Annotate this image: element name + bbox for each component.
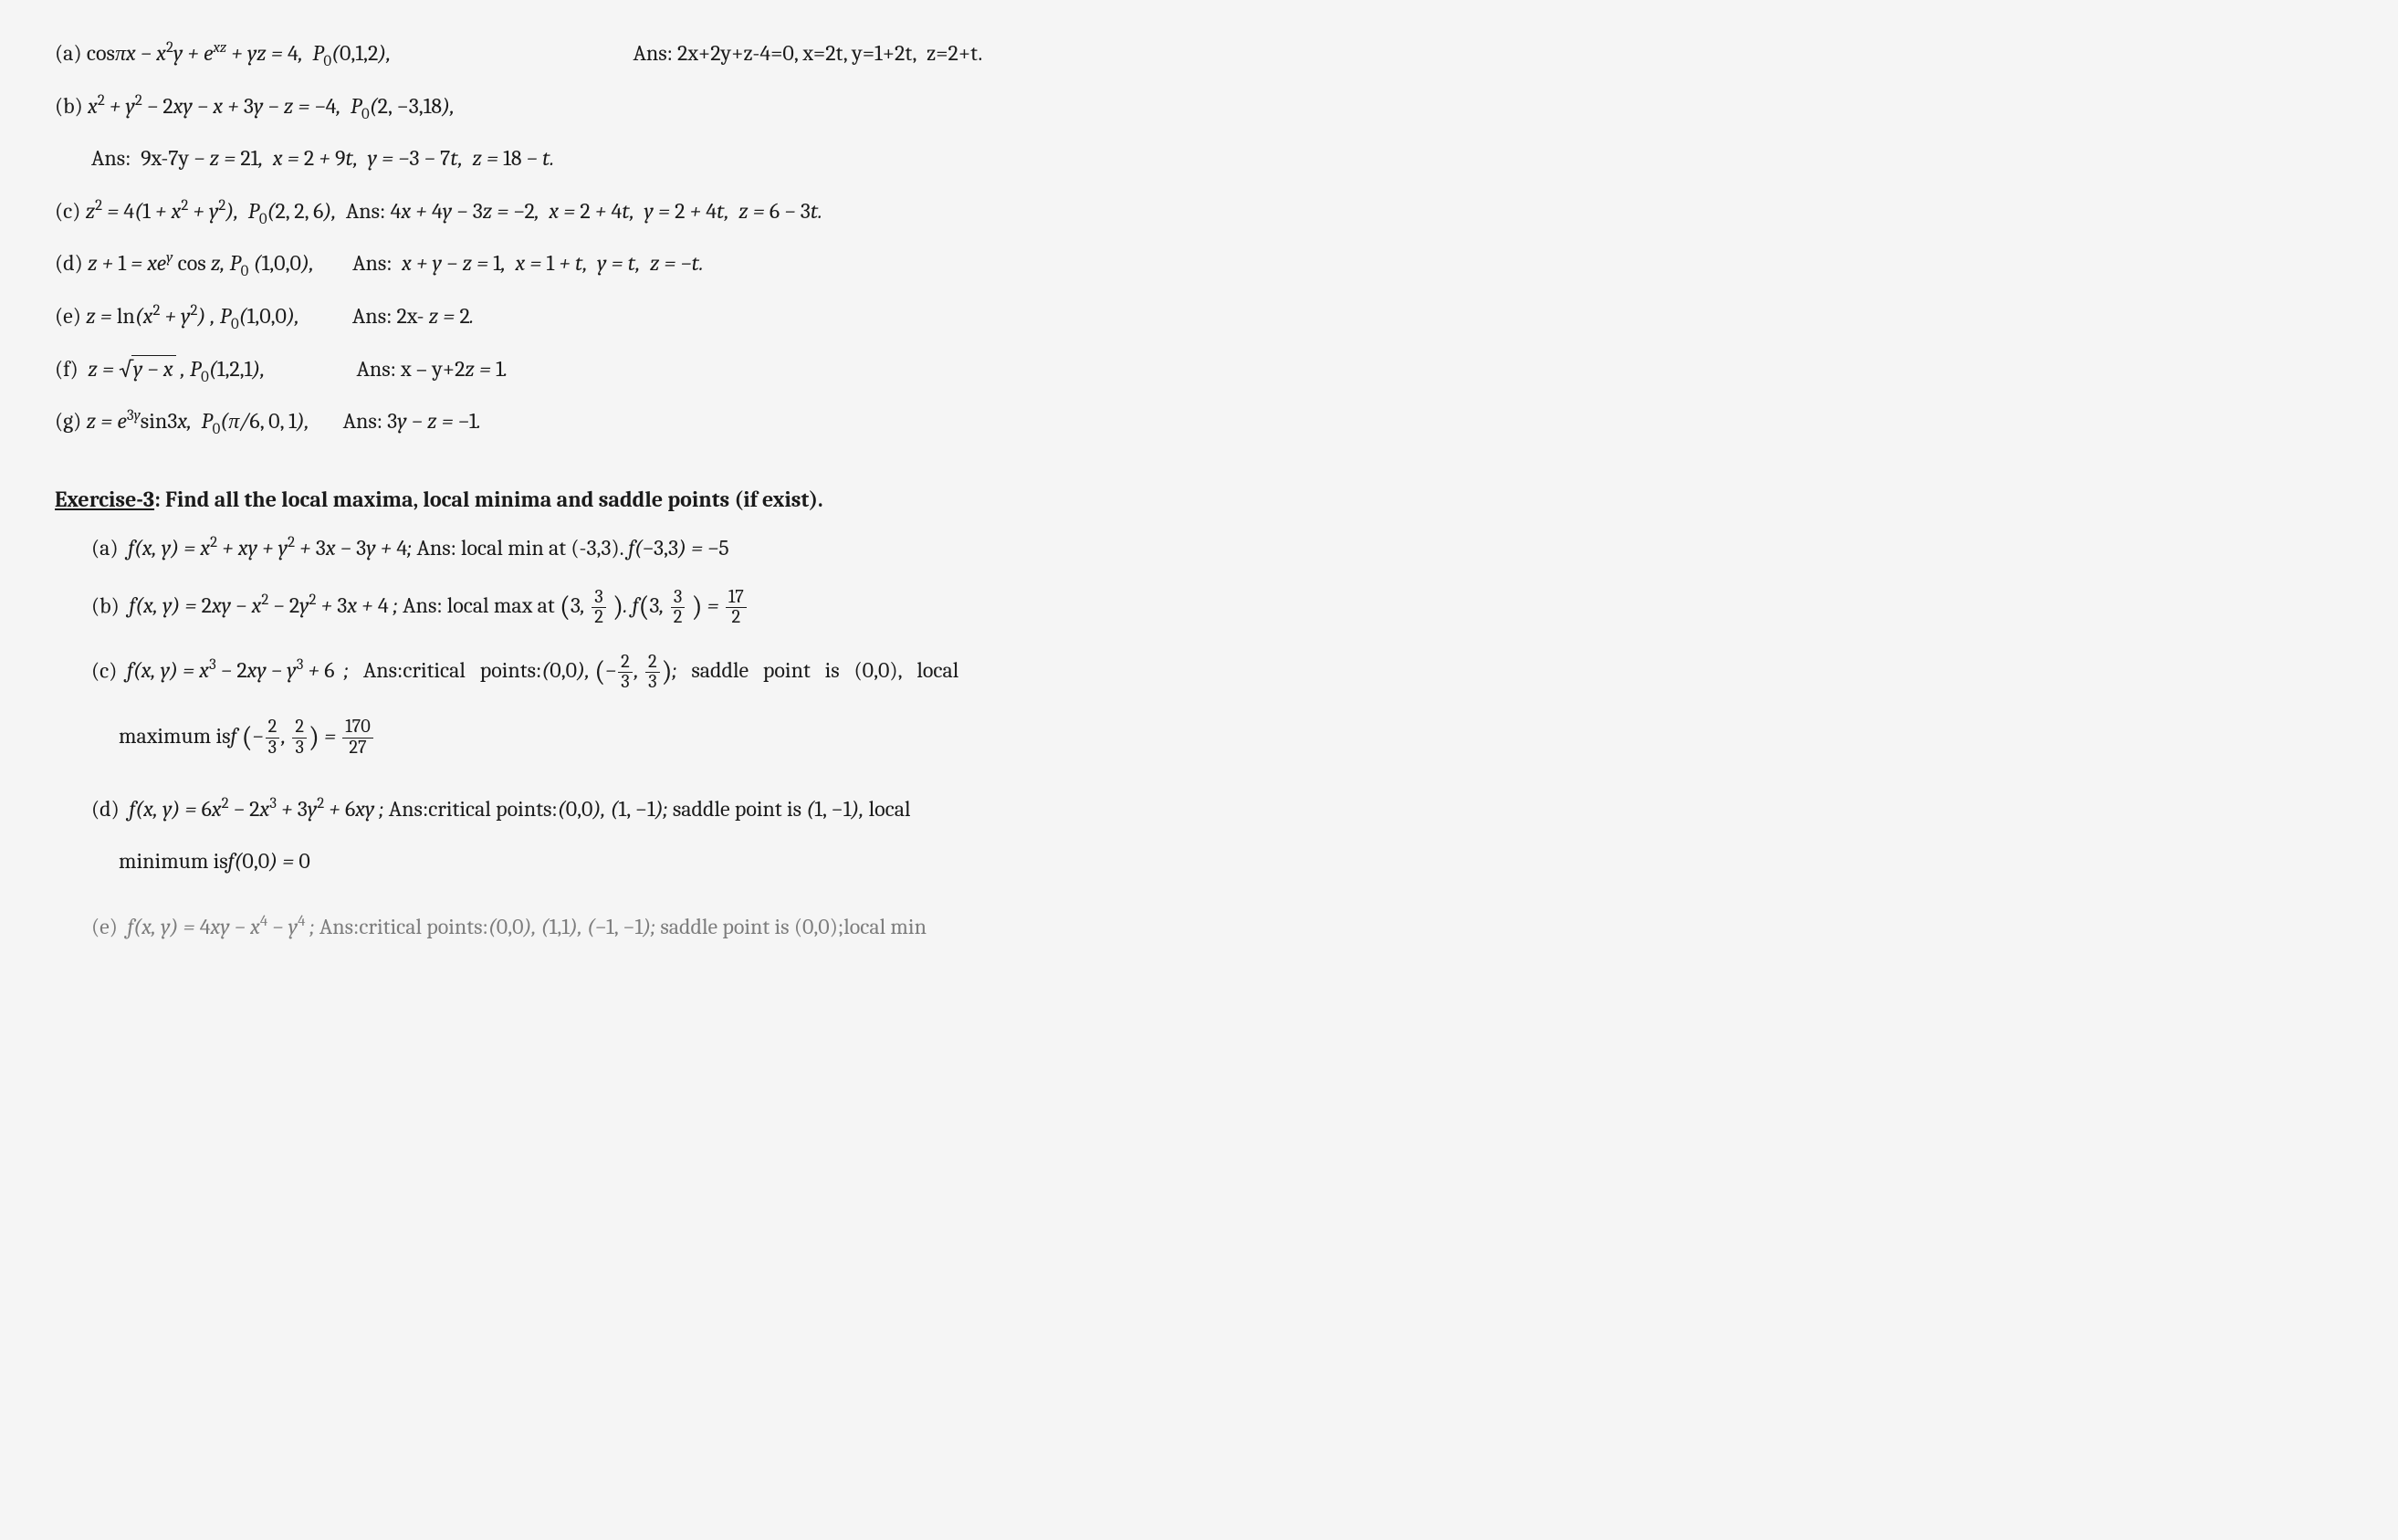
item-equation: z + 1 = xey cos z, P0 (1,0,0), <box>88 250 319 276</box>
item-text: minimum isf(0,0) = 0 <box>119 848 310 874</box>
item-equation: z = e3ysin3x, P0(π/6, 0, 1), <box>87 408 314 434</box>
ex1-item-d: (d) z + 1 = xey cos z, P0 (1,0,0), Ans: … <box>55 243 2343 285</box>
ex3-item-d-line2: minimum isf(0,0) = 0 <box>119 841 2343 883</box>
item-text: maximum isf (−23, 23) = 17027 <box>119 723 375 749</box>
item-label: (e) <box>91 914 118 939</box>
item-label: (e) <box>55 303 81 329</box>
ex3-item-c-line1: (c) f(x, y) = x3 − 2xy − y3 + 6 ; Ans:cr… <box>91 645 2343 699</box>
item-text: f(x, y) = x2 + xy + y2 + 3x − 3y + 4; An… <box>128 535 729 560</box>
item-label: (a) <box>55 40 82 66</box>
item-label: (c) <box>55 198 80 224</box>
item-equation: cosπx − x2y + exz + yz = 4, P0(0,1,2), <box>87 40 396 66</box>
item-equation: z = y − x , P0(1,2,1), <box>83 356 269 382</box>
item-equation-and-answer: z2 = 4(1 + x2 + y2), P0(2, 2, 6), Ans: 4… <box>86 198 822 224</box>
item-label: (b) <box>91 592 120 618</box>
ex1-item-f: (f) z = y − x , P0(1,2,1), Ans: x – y+2z… <box>55 349 2343 391</box>
ex1-item-e: (e) z = ln(x2 + y2) , P0(1,0,0), Ans: 2x… <box>55 296 2343 338</box>
item-answer: Ans: 2x- z = 2. <box>352 303 474 329</box>
item-answer: Ans: 3y − z = −1. <box>343 408 481 434</box>
item-label: (d) <box>55 250 83 276</box>
item-label: (a) <box>91 535 119 560</box>
item-label: (g) <box>55 408 81 434</box>
item-label: (f) <box>55 356 79 382</box>
item-label: (d) <box>91 796 120 822</box>
item-answer: Ans: x – y+2z = 1. <box>357 356 508 382</box>
ex1-item-a: (a) cosπx − x2y + exz + yz = 4, P0(0,1,2… <box>55 33 2343 75</box>
item-text: f(x, y) = 6x2 − 2x3 + 3y2 + 6xy ; Ans:cr… <box>129 796 910 822</box>
ex1-item-c: (c) z2 = 4(1 + x2 + y2), P0(2, 2, 6), An… <box>55 191 2343 233</box>
ex3-item-d-line1: (d) f(x, y) = 6x2 − 2x3 + 3y2 + 6xy ; An… <box>91 789 2343 831</box>
heading-rest: : Find all the local maxima, local minim… <box>154 487 822 512</box>
exercise3-heading: Exercise-3: Find all the local maxima, l… <box>55 479 2343 521</box>
item-answer: Ans: 2x+2y+z-4=0, x=2t, y=1+2t, z=2+t. <box>633 33 982 75</box>
ex3-item-b: (b) f(x, y) = 2xy − x2 − 2y2 + 3x + 4 ; … <box>91 581 2343 634</box>
item-label: (c) <box>91 657 117 683</box>
item-equation: z = ln(x2 + y2) , P0(1,0,0), <box>86 303 304 329</box>
heading-underlined: Exercise-3 <box>55 487 154 512</box>
item-text: f(x, y) = x3 − 2xy − y3 + 6 ; Ans:critic… <box>127 657 958 683</box>
ex1-item-g: (g) z = e3ysin3x, P0(π/6, 0, 1), Ans: 3y… <box>55 401 2343 443</box>
item-text: f(x, y) = 4xy − x4 − y4 ; Ans:critical p… <box>127 914 926 939</box>
ex3-item-c-line2: maximum isf (−23, 23) = 17027 <box>119 711 2343 765</box>
ex3-item-a: (a) f(x, y) = x2 + xy + y2 + 3x − 3y + 4… <box>91 528 2343 570</box>
ex1-item-b-answer-line: Ans: 9x-7y − z = 21, x = 2 + 9t, y = −3 … <box>91 138 2343 180</box>
item-equation: x2 + y2 − 2xy − x + 3y − z = −4, P0(2, −… <box>88 93 455 119</box>
item-answer: Ans: x + y − z = 1, x = 1 + t, y = t, z … <box>352 250 704 276</box>
ex3-item-e-cut: (e) f(x, y) = 4xy − x4 − y4 ; Ans:critic… <box>91 906 2343 948</box>
item-answer: Ans: 9x-7y − z = 21, x = 2 + 9t, y = −3 … <box>91 145 554 171</box>
item-label: (b) <box>55 93 83 119</box>
item-text: f(x, y) = 2xy − x2 − 2y2 + 3x + 4 ; Ans:… <box>129 592 748 618</box>
ex1-item-b: (b) x2 + y2 − 2xy − x + 3y − z = −4, P0(… <box>55 86 2343 128</box>
